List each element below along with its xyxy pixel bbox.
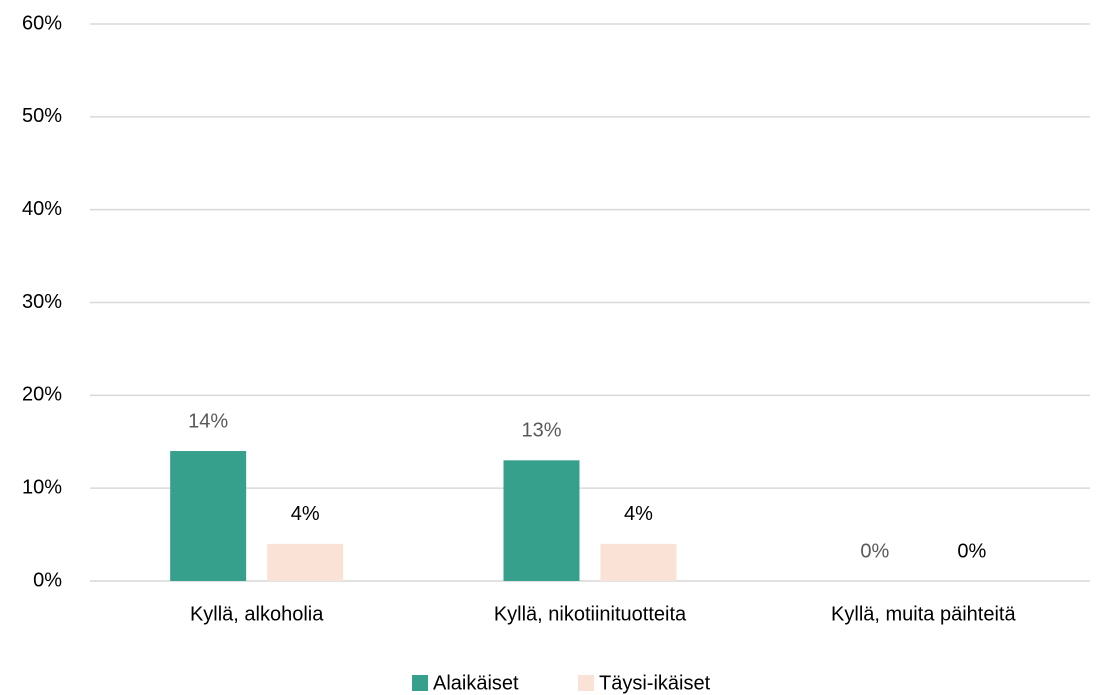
y-tick-label: 20%: [22, 384, 62, 406]
legend-swatch: [412, 675, 428, 691]
y-tick-label: 30%: [22, 291, 62, 313]
data-label: 0%: [860, 540, 889, 562]
data-label: 14%: [188, 410, 228, 432]
y-tick-label: 60%: [22, 12, 62, 34]
y-tick-label: 0%: [33, 569, 62, 591]
bar: [267, 543, 344, 581]
bar: [503, 460, 580, 581]
data-label: 0%: [957, 540, 986, 562]
x-tick-label: Kyllä, muita päihteitä: [831, 603, 1016, 625]
data-label: 4%: [291, 503, 320, 525]
y-tick-label: 40%: [22, 198, 62, 220]
data-label: 13%: [521, 420, 561, 442]
bar: [170, 451, 247, 581]
y-tick-label: 50%: [22, 105, 62, 127]
bar: [600, 543, 677, 581]
legend-label: Alaikäiset: [433, 672, 519, 694]
x-tick-label: Kyllä, nikotiinituotteita: [494, 603, 687, 625]
y-tick-label: 10%: [22, 476, 62, 498]
x-tick-label: Kyllä, alkoholia: [190, 603, 324, 625]
legend-swatch: [578, 675, 594, 691]
data-label: 4%: [624, 503, 653, 525]
legend-label: Täysi-ikäiset: [599, 672, 711, 694]
